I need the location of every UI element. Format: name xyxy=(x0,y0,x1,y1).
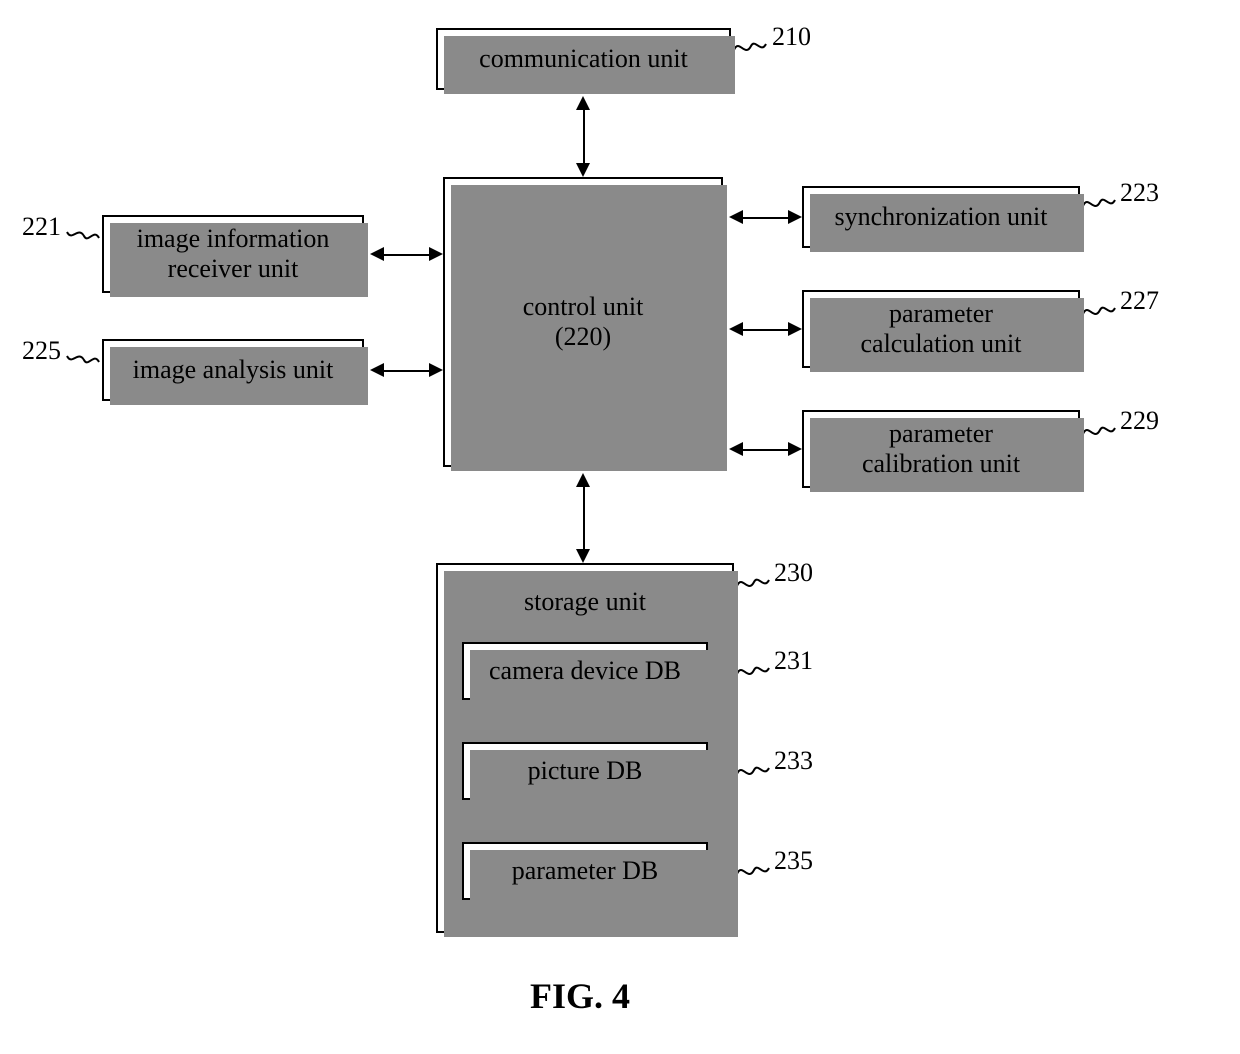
leader-squiggle xyxy=(66,348,100,368)
node-parameter-calibration: parameter calibration unit xyxy=(802,410,1080,488)
leader-squiggle xyxy=(736,572,770,592)
ref-210: 210 xyxy=(772,22,811,52)
arrowhead-icon xyxy=(576,549,590,563)
arrowhead-icon xyxy=(729,322,743,336)
edge-control-sync xyxy=(741,217,790,219)
edge-control-storage xyxy=(583,485,585,551)
diagram-stage: communication unit 210 control unit (220… xyxy=(0,0,1240,1054)
node-label: synchronization unit xyxy=(826,198,1055,236)
node-camera-device-db: camera device DB xyxy=(462,642,708,700)
node-label: parameter calculation unit xyxy=(852,295,1029,363)
node-image-info-receiver: image information receiver unit xyxy=(102,215,364,293)
node-label: camera device DB xyxy=(481,652,689,690)
node-parameter-db: parameter DB xyxy=(462,842,708,900)
leader-squiggle xyxy=(736,660,770,680)
node-communication-unit: communication unit xyxy=(436,28,731,90)
node-label: picture DB xyxy=(520,752,651,790)
node-label: storage unit xyxy=(438,583,732,621)
leader-squiggle xyxy=(1082,300,1116,320)
node-picture-db: picture DB xyxy=(462,742,708,800)
node-label: parameter DB xyxy=(504,852,667,890)
arrowhead-icon xyxy=(576,96,590,110)
ref-233: 233 xyxy=(774,746,813,776)
ref-235: 235 xyxy=(774,846,813,876)
node-label: image information receiver unit xyxy=(129,220,338,288)
edge-communication-control xyxy=(583,108,585,165)
arrowhead-icon xyxy=(576,163,590,177)
arrowhead-icon xyxy=(370,363,384,377)
leader-squiggle xyxy=(736,760,770,780)
ref-231: 231 xyxy=(774,646,813,676)
arrowhead-icon xyxy=(788,442,802,456)
ref-227: 227 xyxy=(1120,286,1159,316)
arrowhead-icon xyxy=(429,363,443,377)
node-synchronization: synchronization unit xyxy=(802,186,1080,248)
arrowhead-icon xyxy=(729,210,743,224)
edge-imageinfo-control xyxy=(382,254,431,256)
arrowhead-icon xyxy=(788,322,802,336)
ref-230: 230 xyxy=(774,558,813,588)
ref-229: 229 xyxy=(1120,406,1159,436)
node-label: image analysis unit xyxy=(125,351,342,389)
node-control-unit: control unit (220) xyxy=(443,177,723,467)
node-parameter-calculation: parameter calculation unit xyxy=(802,290,1080,368)
figure-caption: FIG. 4 xyxy=(530,975,630,1017)
leader-squiggle xyxy=(736,860,770,880)
ref-225: 225 xyxy=(22,336,61,366)
node-label: parameter calibration unit xyxy=(854,415,1028,483)
edge-control-paramcalib xyxy=(741,449,790,451)
node-label: communication unit xyxy=(471,40,696,78)
leader-squiggle xyxy=(733,36,767,56)
node-label: control unit (220) xyxy=(515,288,652,356)
edge-imageanalysis-control xyxy=(382,370,431,372)
arrowhead-icon xyxy=(576,473,590,487)
leader-squiggle xyxy=(1082,420,1116,440)
edge-control-paramcalc xyxy=(741,329,790,331)
node-image-analysis: image analysis unit xyxy=(102,339,364,401)
ref-223: 223 xyxy=(1120,178,1159,208)
arrowhead-icon xyxy=(729,442,743,456)
arrowhead-icon xyxy=(788,210,802,224)
leader-squiggle xyxy=(1082,192,1116,212)
ref-221: 221 xyxy=(22,212,61,242)
leader-squiggle xyxy=(66,224,100,244)
arrowhead-icon xyxy=(370,247,384,261)
arrowhead-icon xyxy=(429,247,443,261)
